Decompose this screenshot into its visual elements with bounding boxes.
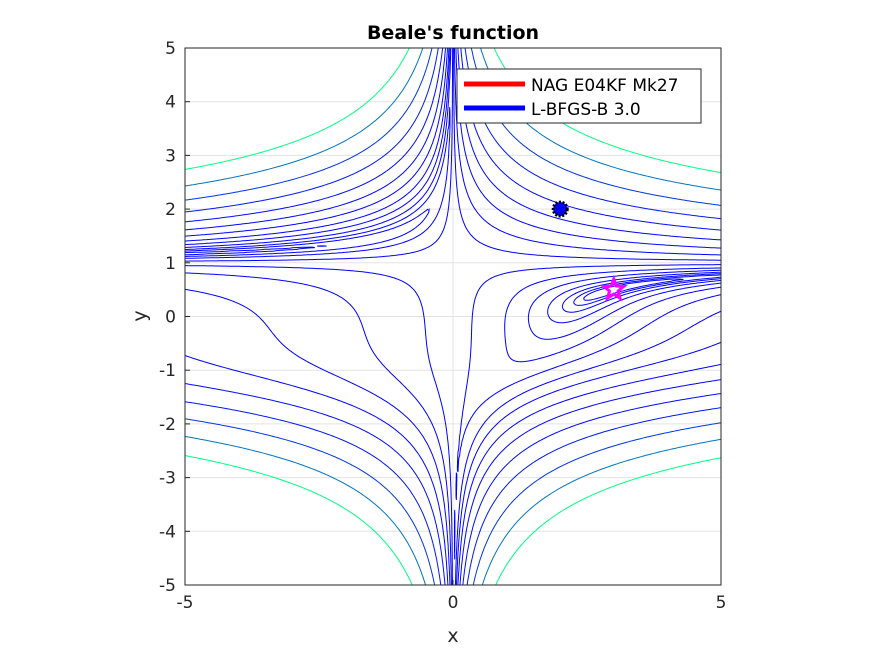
y-tick-label: 4 (165, 93, 176, 113)
contour-level-7 (185, 48, 721, 585)
contour-level-4 (185, 208, 721, 340)
contour-level-3 (185, 245, 721, 324)
y-tick-label: -3 (159, 469, 176, 489)
y-tick-label: 1 (165, 254, 176, 274)
contour-level-5 (185, 107, 721, 363)
contour-level-12 (185, 48, 721, 585)
contour-lines (185, 48, 721, 585)
x-tick-label: 5 (716, 593, 727, 613)
legend-box (456, 68, 702, 124)
contour-level-9 (185, 48, 721, 585)
y-tick-label: -2 (159, 415, 176, 435)
contour-level-2 (561, 273, 721, 313)
x-axis-label: x (447, 625, 458, 647)
y-tick-label: 5 (165, 39, 176, 59)
contour-level-10 (185, 48, 721, 585)
legend-label-nag: NAG E04KF Mk27 (531, 76, 678, 96)
y-tick-label: -5 (159, 576, 176, 596)
chart-title: Beale's function (367, 22, 539, 44)
y-tick-label: -1 (159, 361, 176, 381)
y-tick-label: -4 (159, 522, 176, 542)
axis-ticks: -5 0 5 -5 -4 -3 -2 -1 0 1 2 3 4 5 (159, 39, 726, 613)
contour-level-8 (185, 48, 721, 585)
legend[interactable]: NAG E04KF Mk27 L-BFGS-B 3.0 (456, 68, 702, 124)
y-axis-label: y (129, 310, 151, 321)
contour-level-15 (185, 48, 721, 585)
start-point-marker (551, 200, 569, 218)
contour-level-6 (185, 48, 721, 560)
contour-level-13 (185, 48, 721, 585)
y-tick-label: 3 (165, 146, 176, 166)
y-tick-label: 0 (165, 308, 176, 328)
y-tick-label: 2 (165, 200, 176, 220)
x-tick-label: -5 (177, 593, 194, 613)
minimum-star-marker (599, 274, 628, 302)
contour-level-0 (583, 278, 684, 301)
legend-label-lbfgsb: L-BFGS-B 3.0 (531, 100, 641, 120)
contour-level-11 (185, 48, 721, 585)
x-tick-label: 0 (448, 593, 459, 613)
markers (551, 200, 628, 302)
